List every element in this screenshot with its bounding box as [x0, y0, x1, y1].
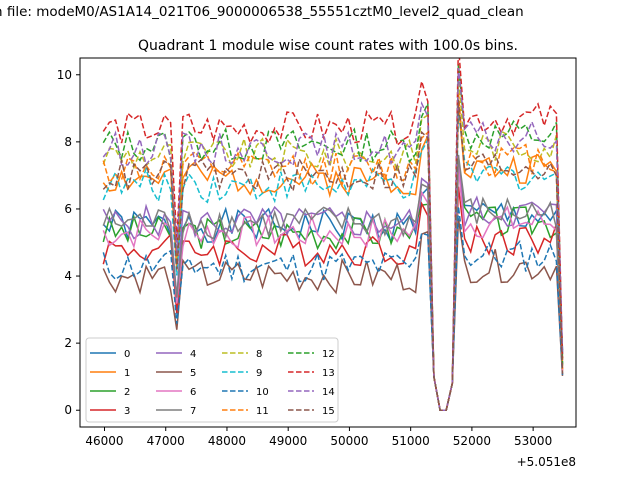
x-tick-label: 53000 [514, 434, 552, 448]
x-tick-label: 47000 [147, 434, 185, 448]
chart-title: Quadrant 1 module wise count rates with … [138, 38, 518, 54]
legend-label-0: 0 [124, 349, 130, 360]
series-line-4 [102, 154, 564, 411]
y-tick-label: 2 [64, 336, 72, 350]
x-axis: 46000 47000 48000 49000 50000 51000 52000 53000 [85, 427, 552, 448]
series-line-5 [102, 218, 564, 411]
y-tick-label: 8 [64, 135, 72, 149]
legend-label-3: 3 [124, 406, 130, 417]
legend-label-6: 6 [190, 387, 196, 398]
legend-label-4: 4 [190, 349, 196, 360]
series-line-10 [102, 206, 564, 411]
legend-box [85, 337, 339, 423]
plot-area: 46000 47000 48000 49000 50000 51000 52000 53000… [57, 57, 577, 469]
legend-label-13: 13 [322, 368, 335, 379]
x-tick-label: 51000 [392, 434, 430, 448]
y-axis: 0 2 4 6 8 10 [57, 68, 80, 417]
series-line-15 [102, 99, 564, 411]
x-tick-label: 50000 [330, 434, 368, 448]
series-line-11 [102, 91, 564, 411]
figure-suptitle: n file: modeM0/AS1A14_021T06_9000006538_… [0, 4, 524, 20]
y-tick-label: 0 [64, 403, 72, 417]
legend-label-1: 1 [124, 368, 130, 379]
y-tick-label: 10 [57, 68, 72, 82]
x-offset-label: +5.051e8 [517, 455, 576, 469]
legend-label-12: 12 [322, 349, 335, 360]
series-line-14 [102, 67, 564, 411]
legend-label-7: 7 [190, 406, 196, 417]
x-tick-label: 46000 [85, 434, 123, 448]
series-layer [102, 58, 564, 411]
series-line-13 [102, 58, 564, 411]
y-tick-label: 4 [64, 269, 72, 283]
legend-label-14: 14 [322, 387, 335, 398]
legend-label-2: 2 [124, 387, 130, 398]
series-line-6 [102, 166, 564, 411]
legend-label-9: 9 [256, 368, 262, 379]
legend-label-11: 11 [256, 406, 269, 417]
legend-label-10: 10 [256, 387, 269, 398]
x-tick-label: 49000 [269, 434, 307, 448]
x-tick-label: 48000 [208, 434, 246, 448]
x-tick-label: 52000 [453, 434, 491, 448]
legend-label-15: 15 [322, 406, 335, 417]
axes-frame [79, 57, 577, 428]
y-tick-label: 6 [64, 202, 72, 216]
legend-label-8: 8 [256, 349, 262, 360]
series-line-7 [102, 154, 564, 411]
legend-label-5: 5 [190, 368, 196, 379]
